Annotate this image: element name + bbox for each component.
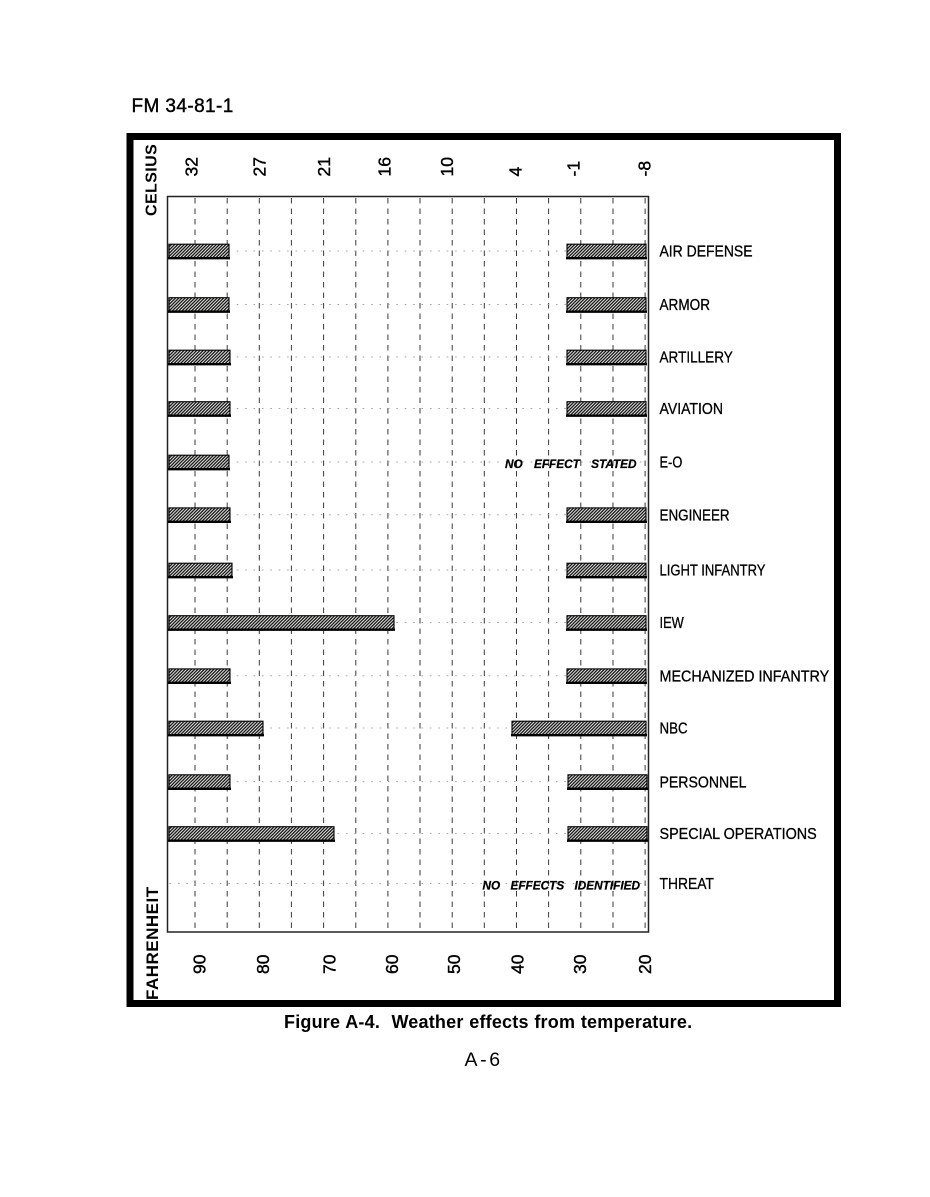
svg-text:PERSONNEL: PERSONNEL	[660, 774, 747, 791]
svg-text:A-6: A-6	[465, 1049, 503, 1071]
svg-text:FAHRENHEIT: FAHRENHEIT	[143, 886, 162, 1000]
svg-text:10: 10	[437, 157, 457, 177]
svg-text:-1: -1	[564, 161, 584, 177]
svg-text:THREAT: THREAT	[660, 876, 715, 893]
svg-text:4: 4	[505, 167, 525, 177]
svg-text:27: 27	[250, 157, 270, 176]
svg-text:AVIATION: AVIATION	[660, 401, 724, 418]
svg-text:30: 30	[570, 954, 590, 974]
svg-text:70: 70	[320, 954, 340, 974]
svg-text:ARMOR: ARMOR	[660, 297, 711, 314]
svg-text:ENGINEER: ENGINEER	[660, 507, 730, 524]
svg-text:ARTILLERY: ARTILLERY	[660, 350, 734, 367]
svg-text:MECHANIZED INFANTRY: MECHANIZED INFANTRY	[660, 668, 830, 685]
svg-text:21: 21	[314, 157, 334, 176]
svg-text:90: 90	[190, 954, 210, 974]
svg-text:40: 40	[508, 954, 528, 974]
svg-text:NO EFFECTS IDENTIFIED: NO EFFECTS IDENTIFIED	[483, 878, 641, 892]
svg-text:IEW: IEW	[660, 615, 684, 632]
svg-text:Figure A-4. Weather effects f: Figure A-4. Weather effects from tempera…	[284, 1012, 692, 1032]
svg-text:60: 60	[382, 954, 402, 974]
svg-text:LIGHT INFANTRY: LIGHT INFANTRY	[660, 563, 766, 580]
svg-text:NO EFFECT STATED: NO EFFECT STATED	[505, 457, 637, 471]
svg-text:NBC: NBC	[660, 721, 688, 738]
svg-text:SPECIAL OPERATIONS: SPECIAL OPERATIONS	[660, 826, 817, 843]
svg-text:-8: -8	[634, 161, 654, 177]
svg-text:CELSIUS: CELSIUS	[144, 144, 161, 216]
svg-text:AIR DEFENSE: AIR DEFENSE	[660, 244, 753, 261]
svg-text:50: 50	[444, 954, 464, 974]
svg-text:20: 20	[635, 954, 655, 974]
svg-text:80: 80	[253, 954, 273, 974]
svg-text:FM 34-81-1: FM 34-81-1	[132, 96, 234, 117]
svg-text:E-O: E-O	[660, 455, 683, 472]
svg-text:16: 16	[375, 157, 395, 176]
svg-text:32: 32	[181, 157, 201, 176]
